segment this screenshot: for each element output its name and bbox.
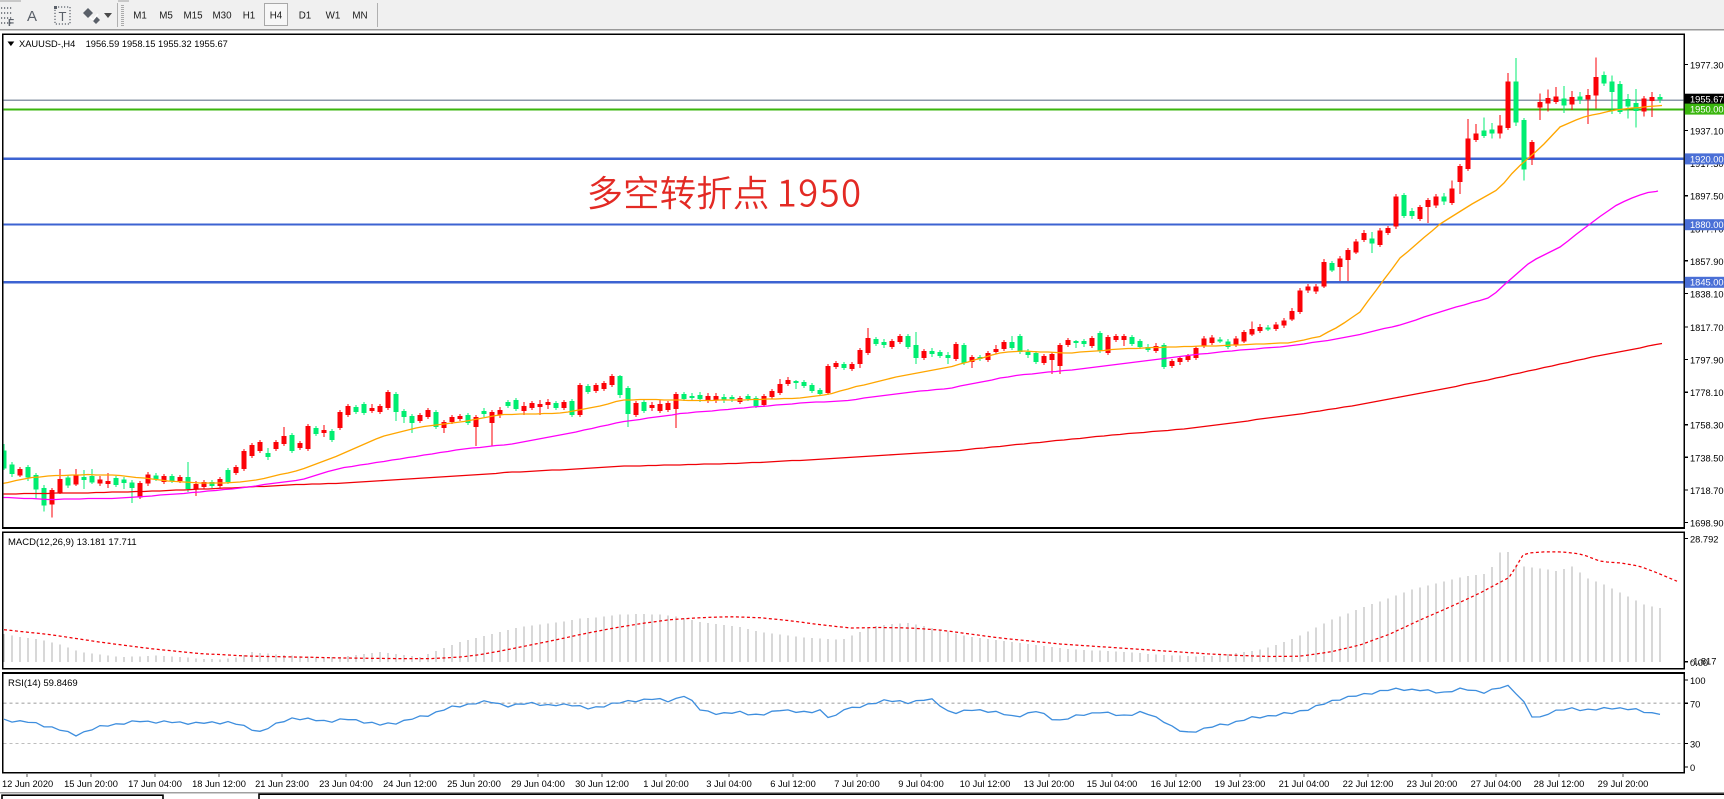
svg-text:A: A [27, 8, 37, 25]
svg-text:M1: M1 [133, 11, 147, 22]
svg-text:M30: M30 [212, 11, 232, 22]
svg-text:16 Jul 12:00: 16 Jul 12:00 [1151, 779, 1202, 789]
svg-text:MACD(12,26,9) 13.181 17.711: MACD(12,26,9) 13.181 17.711 [8, 537, 137, 548]
svg-text:70: 70 [1690, 699, 1700, 709]
svg-text:0.00: 0.00 [1690, 658, 1708, 668]
svg-text:25 Jun 20:00: 25 Jun 20:00 [447, 779, 501, 789]
svg-text:1758.30: 1758.30 [1690, 421, 1724, 431]
svg-text:22 Jul 12:00: 22 Jul 12:00 [1343, 779, 1394, 789]
svg-text:15 Jun 20:00: 15 Jun 20:00 [64, 779, 118, 789]
svg-text:13 Jul 20:00: 13 Jul 20:00 [1024, 779, 1075, 789]
svg-text:15 Jul 04:00: 15 Jul 04:00 [1087, 779, 1138, 789]
svg-text:9 Jul 04:00: 9 Jul 04:00 [898, 779, 944, 789]
svg-text:24 Jun 12:00: 24 Jun 12:00 [383, 779, 437, 789]
svg-text:6 Jul 12:00: 6 Jul 12:00 [770, 779, 816, 789]
svg-text:3 Jul 04:00: 3 Jul 04:00 [706, 779, 752, 789]
svg-text:29 Jun 04:00: 29 Jun 04:00 [511, 779, 565, 789]
svg-text:10 Jul 12:00: 10 Jul 12:00 [960, 779, 1011, 789]
svg-text:M5: M5 [159, 11, 173, 22]
svg-text:23 Jul 20:00: 23 Jul 20:00 [1407, 779, 1458, 789]
svg-text:1838.10: 1838.10 [1690, 289, 1724, 299]
svg-text:F: F [8, 18, 14, 29]
svg-text:7 Jul 20:00: 7 Jul 20:00 [834, 779, 880, 789]
svg-text:30: 30 [1690, 740, 1700, 750]
svg-text:1738.50: 1738.50 [1690, 453, 1724, 463]
svg-text:M15: M15 [183, 11, 203, 22]
svg-text:28.792: 28.792 [1690, 535, 1718, 545]
svg-text:1718.70: 1718.70 [1690, 486, 1724, 496]
svg-text:12 Jun 2020: 12 Jun 2020 [2, 779, 53, 789]
svg-text:-1.817: -1.817 [1690, 657, 1716, 667]
svg-text:W1: W1 [326, 11, 341, 22]
svg-text:1857.90: 1857.90 [1690, 257, 1724, 267]
svg-text:1880.00: 1880.00 [1690, 220, 1724, 230]
svg-text:1 Jul 20:00: 1 Jul 20:00 [643, 779, 689, 789]
svg-text:H4: H4 [270, 11, 283, 22]
svg-text:1897.50: 1897.50 [1690, 192, 1724, 202]
svg-text:1920.00: 1920.00 [1690, 154, 1724, 164]
svg-text:23 Jun 04:00: 23 Jun 04:00 [319, 779, 373, 789]
svg-text:21 Jul 04:00: 21 Jul 04:00 [1279, 779, 1330, 789]
svg-text:27 Jul 04:00: 27 Jul 04:00 [1471, 779, 1522, 789]
svg-text:21 Jun 23:00: 21 Jun 23:00 [255, 779, 309, 789]
svg-text:100: 100 [1690, 676, 1706, 686]
svg-text:1797.90: 1797.90 [1690, 356, 1724, 366]
svg-text:29 Jul 20:00: 29 Jul 20:00 [1598, 779, 1649, 789]
svg-text:H1: H1 [243, 11, 256, 22]
svg-text:0: 0 [1690, 763, 1695, 773]
svg-text:1817.70: 1817.70 [1690, 323, 1724, 333]
svg-text:RSI(14) 59.8469: RSI(14) 59.8469 [8, 678, 78, 689]
svg-text:XAUUSD-,H4 1956.59 1958.15: XAUUSD-,H4 1956.59 1958.15 1955.32 1955.… [19, 39, 228, 49]
svg-text:1977.30: 1977.30 [1690, 60, 1724, 70]
svg-text:17 Jun 04:00: 17 Jun 04:00 [128, 779, 182, 789]
svg-text:19 Jul 23:00: 19 Jul 23:00 [1215, 779, 1266, 789]
svg-text:1698.90: 1698.90 [1690, 519, 1724, 529]
svg-text:30 Jun 12:00: 30 Jun 12:00 [575, 779, 629, 789]
svg-text:1937.10: 1937.10 [1690, 127, 1724, 137]
svg-text:1845.00: 1845.00 [1690, 278, 1724, 288]
svg-text:1955.67: 1955.67 [1690, 95, 1724, 105]
svg-text:T: T [59, 9, 67, 24]
svg-text:D1: D1 [299, 11, 312, 22]
svg-text:1778.10: 1778.10 [1690, 388, 1724, 398]
svg-text:1950.00: 1950.00 [1690, 105, 1724, 115]
svg-text:MN: MN [352, 11, 367, 22]
svg-text:18 Jun 12:00: 18 Jun 12:00 [192, 779, 246, 789]
svg-text:28 Jul 12:00: 28 Jul 12:00 [1534, 779, 1585, 789]
